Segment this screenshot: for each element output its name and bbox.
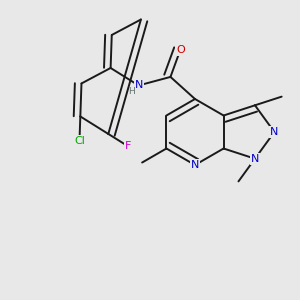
Text: O: O — [176, 45, 185, 55]
Text: H: H — [128, 87, 135, 96]
Text: F: F — [125, 141, 131, 151]
Text: N: N — [134, 80, 143, 91]
Text: N: N — [191, 160, 199, 170]
Text: N: N — [270, 127, 278, 137]
Text: Cl: Cl — [74, 136, 85, 146]
Text: N: N — [251, 154, 259, 164]
